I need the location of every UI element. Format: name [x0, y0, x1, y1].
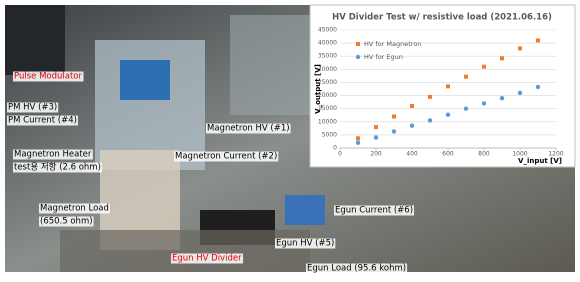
point	[482, 64, 486, 69]
label-background	[7, 115, 78, 126]
point	[535, 84, 541, 90]
photo-label: Egun Current (#6)	[335, 206, 413, 216]
point	[536, 38, 540, 43]
label-background	[39, 203, 110, 214]
x-tick-label: 600	[442, 151, 454, 158]
label-background	[13, 71, 84, 82]
photo-label: Egun Load (95.6 kohm)	[307, 264, 406, 274]
y-tick-label: 20000	[318, 92, 337, 99]
y-tick-label: 5000	[322, 131, 337, 138]
point	[500, 56, 504, 61]
point	[356, 136, 360, 141]
y-tick-label: 25000	[318, 79, 337, 86]
label-background	[206, 123, 291, 134]
y-tick-label: 30000	[318, 66, 337, 73]
point	[355, 140, 361, 145]
label-background	[13, 149, 93, 160]
photo-label: Magnetron Heater	[14, 150, 92, 160]
x-tick-label: 800	[478, 151, 490, 158]
y-axis-label: V_output [V]	[314, 64, 322, 114]
x-tick-label: 400	[406, 151, 418, 158]
label-background	[174, 151, 279, 162]
point	[518, 46, 522, 51]
legend-label: HV for Magnetron	[364, 40, 421, 48]
label-background	[39, 216, 94, 227]
photo-label: Magnetron HV (#1)	[207, 124, 290, 134]
point	[517, 90, 523, 96]
x-tick-label: 1000	[512, 151, 527, 158]
photo-label: Egun HV (#5)	[276, 239, 334, 249]
chart-box	[309, 4, 576, 168]
point	[428, 94, 432, 99]
label-background	[306, 263, 408, 274]
x-tick-label: 1200	[548, 151, 563, 158]
y-tick-label: 40000	[318, 40, 337, 47]
label-background	[275, 238, 336, 249]
label-background	[171, 253, 244, 264]
photo-label: PM HV (#3)	[8, 103, 57, 113]
legend-marker	[356, 42, 360, 46]
point	[391, 129, 397, 134]
photo-label: Magnetron Load	[40, 204, 109, 214]
photo-label: Pulse Modulator	[14, 72, 83, 82]
point	[392, 114, 396, 119]
photo-label: (650.5 ohm)	[40, 217, 93, 227]
point	[373, 135, 379, 140]
label-background	[13, 162, 102, 173]
photo-label: PM Current (#4)	[8, 116, 77, 126]
point	[410, 104, 414, 109]
point	[427, 118, 433, 123]
point	[481, 101, 487, 106]
y-tick-label: 0	[333, 145, 337, 152]
photo-label: test용 저항 (2.6 ohm)	[14, 163, 101, 173]
y-tick-label: 45000	[318, 27, 337, 34]
point	[374, 125, 378, 130]
point	[499, 95, 505, 101]
label-background	[7, 102, 59, 113]
point	[446, 84, 450, 89]
point	[409, 123, 415, 128]
point	[464, 74, 468, 79]
label-background	[334, 205, 415, 216]
y-tick-label: 10000	[318, 118, 337, 125]
y-tick-label: 15000	[318, 105, 337, 112]
photo-label: Egun HV Divider	[172, 254, 242, 264]
legend-marker	[355, 54, 361, 60]
x-axis-label: V_input [V]	[518, 157, 562, 165]
x-tick-label: 200	[370, 151, 382, 158]
point	[463, 106, 469, 111]
chart-title: HV Divider Test w/ resistive load (2021.…	[332, 13, 552, 23]
point	[445, 112, 451, 117]
x-tick-label: 0	[338, 151, 342, 158]
photo-label: Magnetron Current (#2)	[175, 152, 277, 162]
y-tick-label: 35000	[318, 53, 337, 60]
legend-label: HV for Egun	[364, 53, 403, 61]
